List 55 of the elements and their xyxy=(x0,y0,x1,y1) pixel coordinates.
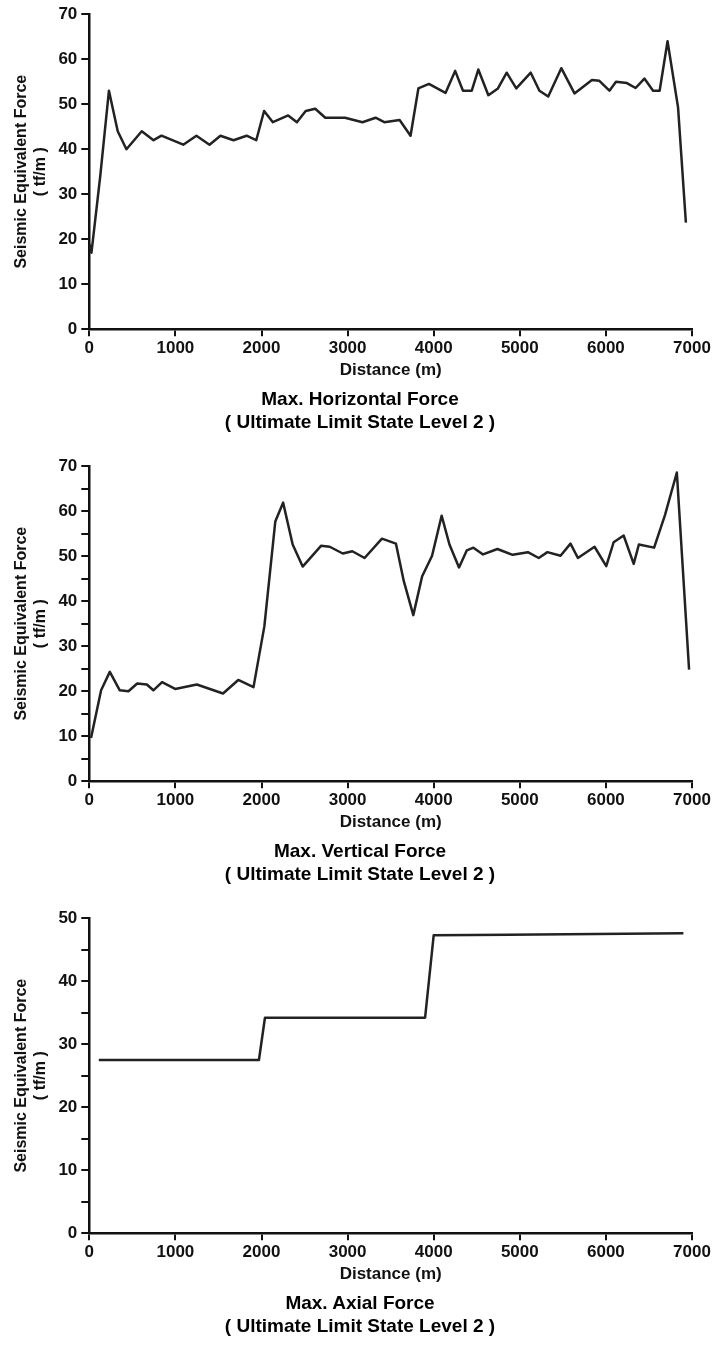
y-tick-label: 30 xyxy=(58,183,78,203)
y-tick-label: 0 xyxy=(67,770,78,790)
y-tick-label: 20 xyxy=(58,1096,78,1116)
y-tick-label: 20 xyxy=(58,680,78,700)
x-tick-label: 4000 xyxy=(414,338,453,358)
y-tick-label: 70 xyxy=(58,3,78,23)
x-tick-label: 2000 xyxy=(242,1242,281,1262)
x-tick-label: 3000 xyxy=(328,1242,367,1262)
y-axis-title: Seismic Equivalent Force ( tf/m ) xyxy=(12,526,49,721)
y-tick-label: 50 xyxy=(58,545,78,565)
y-tick-label: 20 xyxy=(58,228,78,248)
x-tick-label: 1000 xyxy=(156,338,195,358)
x-tick-label: 1000 xyxy=(156,1242,195,1262)
y-axis-title: Seismic Equivalent Force ( tf/m ) xyxy=(12,978,49,1173)
y-tick-label: 60 xyxy=(58,500,78,520)
text: Max. Vertical Force ( Ultimate Limit State Level 2 ) xyxy=(223,839,497,885)
x-tick-label: 2000 xyxy=(242,338,281,358)
y-tick-label: 40 xyxy=(58,590,78,610)
x-tick-label: 6000 xyxy=(586,338,625,358)
x-tick-label: 4000 xyxy=(414,1242,453,1262)
x-tick-label: 7000 xyxy=(673,338,711,358)
x-tick-label: 1000 xyxy=(156,790,195,810)
y-tick-label: 60 xyxy=(58,48,78,68)
x-tick-label: 0 xyxy=(84,1242,95,1262)
x-tick-label: 5000 xyxy=(500,338,539,358)
y-tick-label: 50 xyxy=(58,907,78,927)
x-tick-label: 0 xyxy=(84,338,95,358)
x-tick-label: 6000 xyxy=(586,790,625,810)
y-tick-label: 30 xyxy=(58,635,78,655)
y-tick-label: 30 xyxy=(58,1033,78,1053)
x-tick-label: 3000 xyxy=(328,338,367,358)
y-tick-label: 50 xyxy=(58,93,78,113)
x-tick-label: 6000 xyxy=(586,1242,625,1262)
x-tick-label: 5000 xyxy=(500,790,539,810)
text: Max. Horizontal Force ( Ultimate Limit State Level 2 ) xyxy=(223,387,497,433)
y-tick-label: 10 xyxy=(58,273,78,293)
y-tick-label: 40 xyxy=(58,970,78,990)
y-tick-label: 10 xyxy=(58,1159,78,1179)
x-tick-label: 4000 xyxy=(414,790,453,810)
x-tick-label: 5000 xyxy=(500,1242,539,1262)
y-tick-label: 0 xyxy=(67,318,78,338)
x-tick-label: 7000 xyxy=(673,1242,711,1262)
y-tick-label: 10 xyxy=(58,725,78,745)
x-tick-label: 7000 xyxy=(673,790,711,810)
text: Max. Axial Force ( Ultimate Limit State Level 2 ) xyxy=(223,1291,497,1337)
y-tick-label: 40 xyxy=(58,138,78,158)
x-tick-label: 2000 xyxy=(242,790,281,810)
x-tick-label: 3000 xyxy=(328,790,367,810)
x-tick-label: 0 xyxy=(84,790,95,810)
y-tick-label: 0 xyxy=(67,1222,78,1242)
x-axis-title: Distance (m) xyxy=(339,1264,442,1284)
x-axis-title: Distance (m) xyxy=(339,812,442,832)
x-axis-title: Distance (m) xyxy=(339,360,442,380)
y-axis-title: Seismic Equivalent Force ( tf/m ) xyxy=(12,74,49,269)
y-tick-label: 70 xyxy=(58,455,78,475)
